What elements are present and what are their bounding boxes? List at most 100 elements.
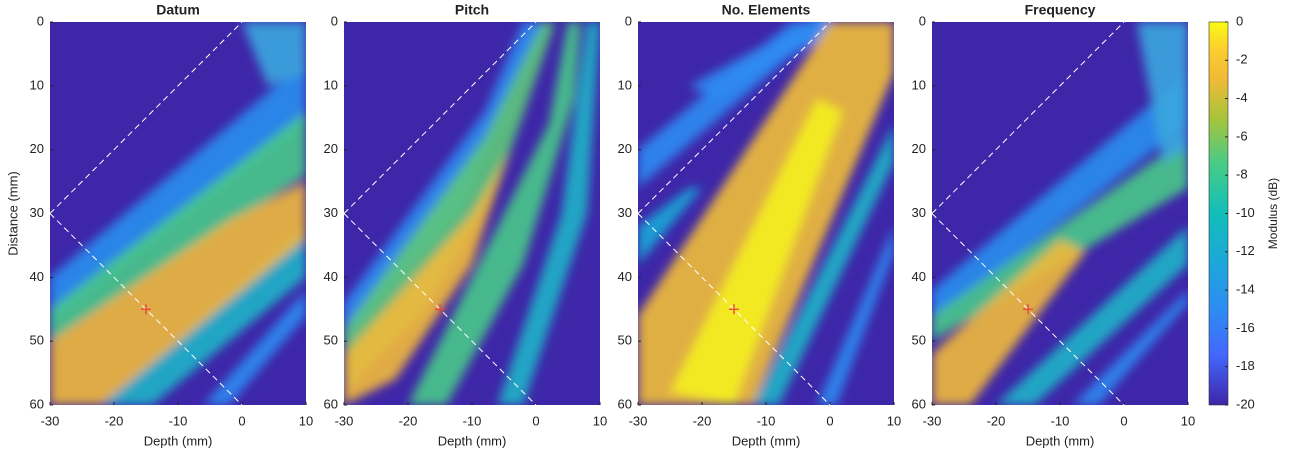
heatmap-field bbox=[932, 22, 1188, 405]
y-tick-label: 30 bbox=[912, 205, 926, 220]
x-tick-label: 0 bbox=[238, 413, 245, 428]
y-tick-label: 10 bbox=[618, 77, 632, 92]
colorbar-tick-label: -14 bbox=[1236, 282, 1255, 297]
y-tick-label: 0 bbox=[331, 13, 338, 28]
x-axis-label: Depth (mm) bbox=[438, 433, 507, 448]
x-axis-label: Depth (mm) bbox=[1026, 433, 1095, 448]
y-tick-label: 60 bbox=[912, 396, 926, 411]
y-tick-label: 10 bbox=[912, 77, 926, 92]
colorbar-label: Modulus (dB) bbox=[1266, 178, 1280, 249]
heatmap-field bbox=[50, 22, 306, 405]
beam bbox=[344, 149, 511, 405]
y-tick-label: 40 bbox=[324, 269, 338, 284]
guide-line bbox=[637, 21, 831, 214]
colorbar-tick-label: -18 bbox=[1236, 358, 1255, 373]
beam bbox=[689, 22, 830, 99]
focus-marker bbox=[1023, 304, 1033, 315]
colorbar-tick-label: 0 bbox=[1236, 13, 1243, 28]
y-tick-label: 30 bbox=[618, 205, 632, 220]
panel-title: Datum bbox=[156, 2, 200, 18]
x-tick-label: -10 bbox=[463, 413, 482, 428]
panel-title: Frequency bbox=[1025, 2, 1096, 18]
focus-marker bbox=[729, 304, 739, 315]
beam bbox=[996, 226, 1188, 405]
y-tick-label: 0 bbox=[625, 13, 632, 28]
colorbar-tick-label: -12 bbox=[1236, 243, 1255, 258]
focus-marker bbox=[141, 304, 151, 315]
x-tick-label: -20 bbox=[399, 413, 418, 428]
beam bbox=[932, 136, 1188, 342]
y-tick-label: 10 bbox=[30, 77, 44, 92]
y-tick-label: 40 bbox=[618, 269, 632, 284]
y-tick-label: 50 bbox=[618, 333, 632, 348]
y-tick-label: 10 bbox=[324, 77, 338, 92]
x-tick-label: 10 bbox=[887, 413, 901, 428]
beam bbox=[932, 73, 1188, 323]
panel-title: No. Elements bbox=[722, 2, 811, 18]
y-tick-label: 50 bbox=[912, 333, 926, 348]
y-tick-label: 20 bbox=[30, 141, 44, 156]
colorbar-tick-label: -8 bbox=[1236, 167, 1248, 182]
beam bbox=[408, 22, 581, 405]
x-axis-label: Depth (mm) bbox=[144, 433, 213, 448]
beam bbox=[753, 124, 894, 405]
beam bbox=[50, 181, 306, 405]
colorbar-tick-label: -20 bbox=[1236, 396, 1255, 411]
x-tick-label: -30 bbox=[335, 413, 354, 428]
beam bbox=[50, 60, 306, 323]
beam bbox=[932, 239, 1086, 405]
beam bbox=[638, 22, 830, 188]
y-tick-label: 60 bbox=[324, 396, 338, 411]
x-tick-label: -10 bbox=[1051, 413, 1070, 428]
focus-marker bbox=[435, 304, 445, 315]
colorbar-tick-label: -16 bbox=[1236, 320, 1255, 335]
x-tick-label: 0 bbox=[826, 413, 833, 428]
x-tick-label: -20 bbox=[987, 413, 1006, 428]
beam bbox=[638, 187, 702, 265]
y-tick-label: 0 bbox=[919, 13, 926, 28]
guide-line bbox=[49, 21, 243, 214]
y-tick-label: 20 bbox=[912, 141, 926, 156]
y-tick-label: 30 bbox=[324, 205, 338, 220]
beam bbox=[670, 98, 843, 405]
x-tick-label: -10 bbox=[169, 413, 188, 428]
colorbar-tick-label: -10 bbox=[1236, 205, 1255, 220]
beam bbox=[817, 226, 894, 405]
beam bbox=[203, 290, 306, 405]
y-tick-label: 50 bbox=[30, 333, 44, 348]
x-tick-label: -30 bbox=[629, 413, 648, 428]
x-tick-label: 0 bbox=[532, 413, 539, 428]
y-tick-label: 40 bbox=[912, 269, 926, 284]
colorbar-tick-label: -2 bbox=[1236, 52, 1248, 67]
y-tick-label: 50 bbox=[324, 333, 338, 348]
heatmap-field bbox=[638, 22, 894, 405]
x-tick-label: -10 bbox=[757, 413, 776, 428]
x-tick-label: -20 bbox=[693, 413, 712, 428]
y-tick-label: 30 bbox=[30, 205, 44, 220]
colorbar-tick-label: -6 bbox=[1236, 128, 1248, 143]
panel-title: Pitch bbox=[455, 2, 489, 18]
x-tick-label: -30 bbox=[41, 413, 60, 428]
x-tick-label: 10 bbox=[299, 413, 313, 428]
y-tick-label: 20 bbox=[324, 141, 338, 156]
y-tick-label: 20 bbox=[618, 141, 632, 156]
heatmap-field bbox=[344, 22, 600, 405]
beam bbox=[242, 22, 306, 86]
x-axis-label: Depth (mm) bbox=[732, 433, 801, 448]
y-axis-label: Distance (mm) bbox=[5, 171, 20, 256]
x-tick-label: 10 bbox=[1181, 413, 1195, 428]
beam bbox=[50, 111, 306, 342]
guide-line bbox=[343, 21, 537, 214]
beam bbox=[1072, 290, 1188, 405]
x-tick-label: -20 bbox=[105, 413, 124, 428]
y-tick-label: 60 bbox=[30, 396, 44, 411]
colorbar-tick-label: -4 bbox=[1236, 90, 1248, 105]
x-tick-label: 10 bbox=[593, 413, 607, 428]
x-tick-label: 0 bbox=[1120, 413, 1127, 428]
y-tick-label: 60 bbox=[618, 396, 632, 411]
y-tick-label: 40 bbox=[30, 269, 44, 284]
y-tick-label: 0 bbox=[37, 13, 44, 28]
beam bbox=[1136, 22, 1188, 163]
x-tick-label: -30 bbox=[923, 413, 942, 428]
